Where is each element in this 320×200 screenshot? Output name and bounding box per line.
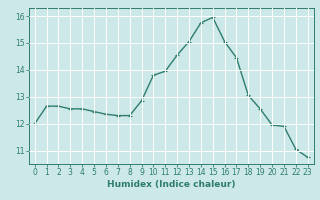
X-axis label: Humidex (Indice chaleur): Humidex (Indice chaleur): [107, 180, 236, 189]
